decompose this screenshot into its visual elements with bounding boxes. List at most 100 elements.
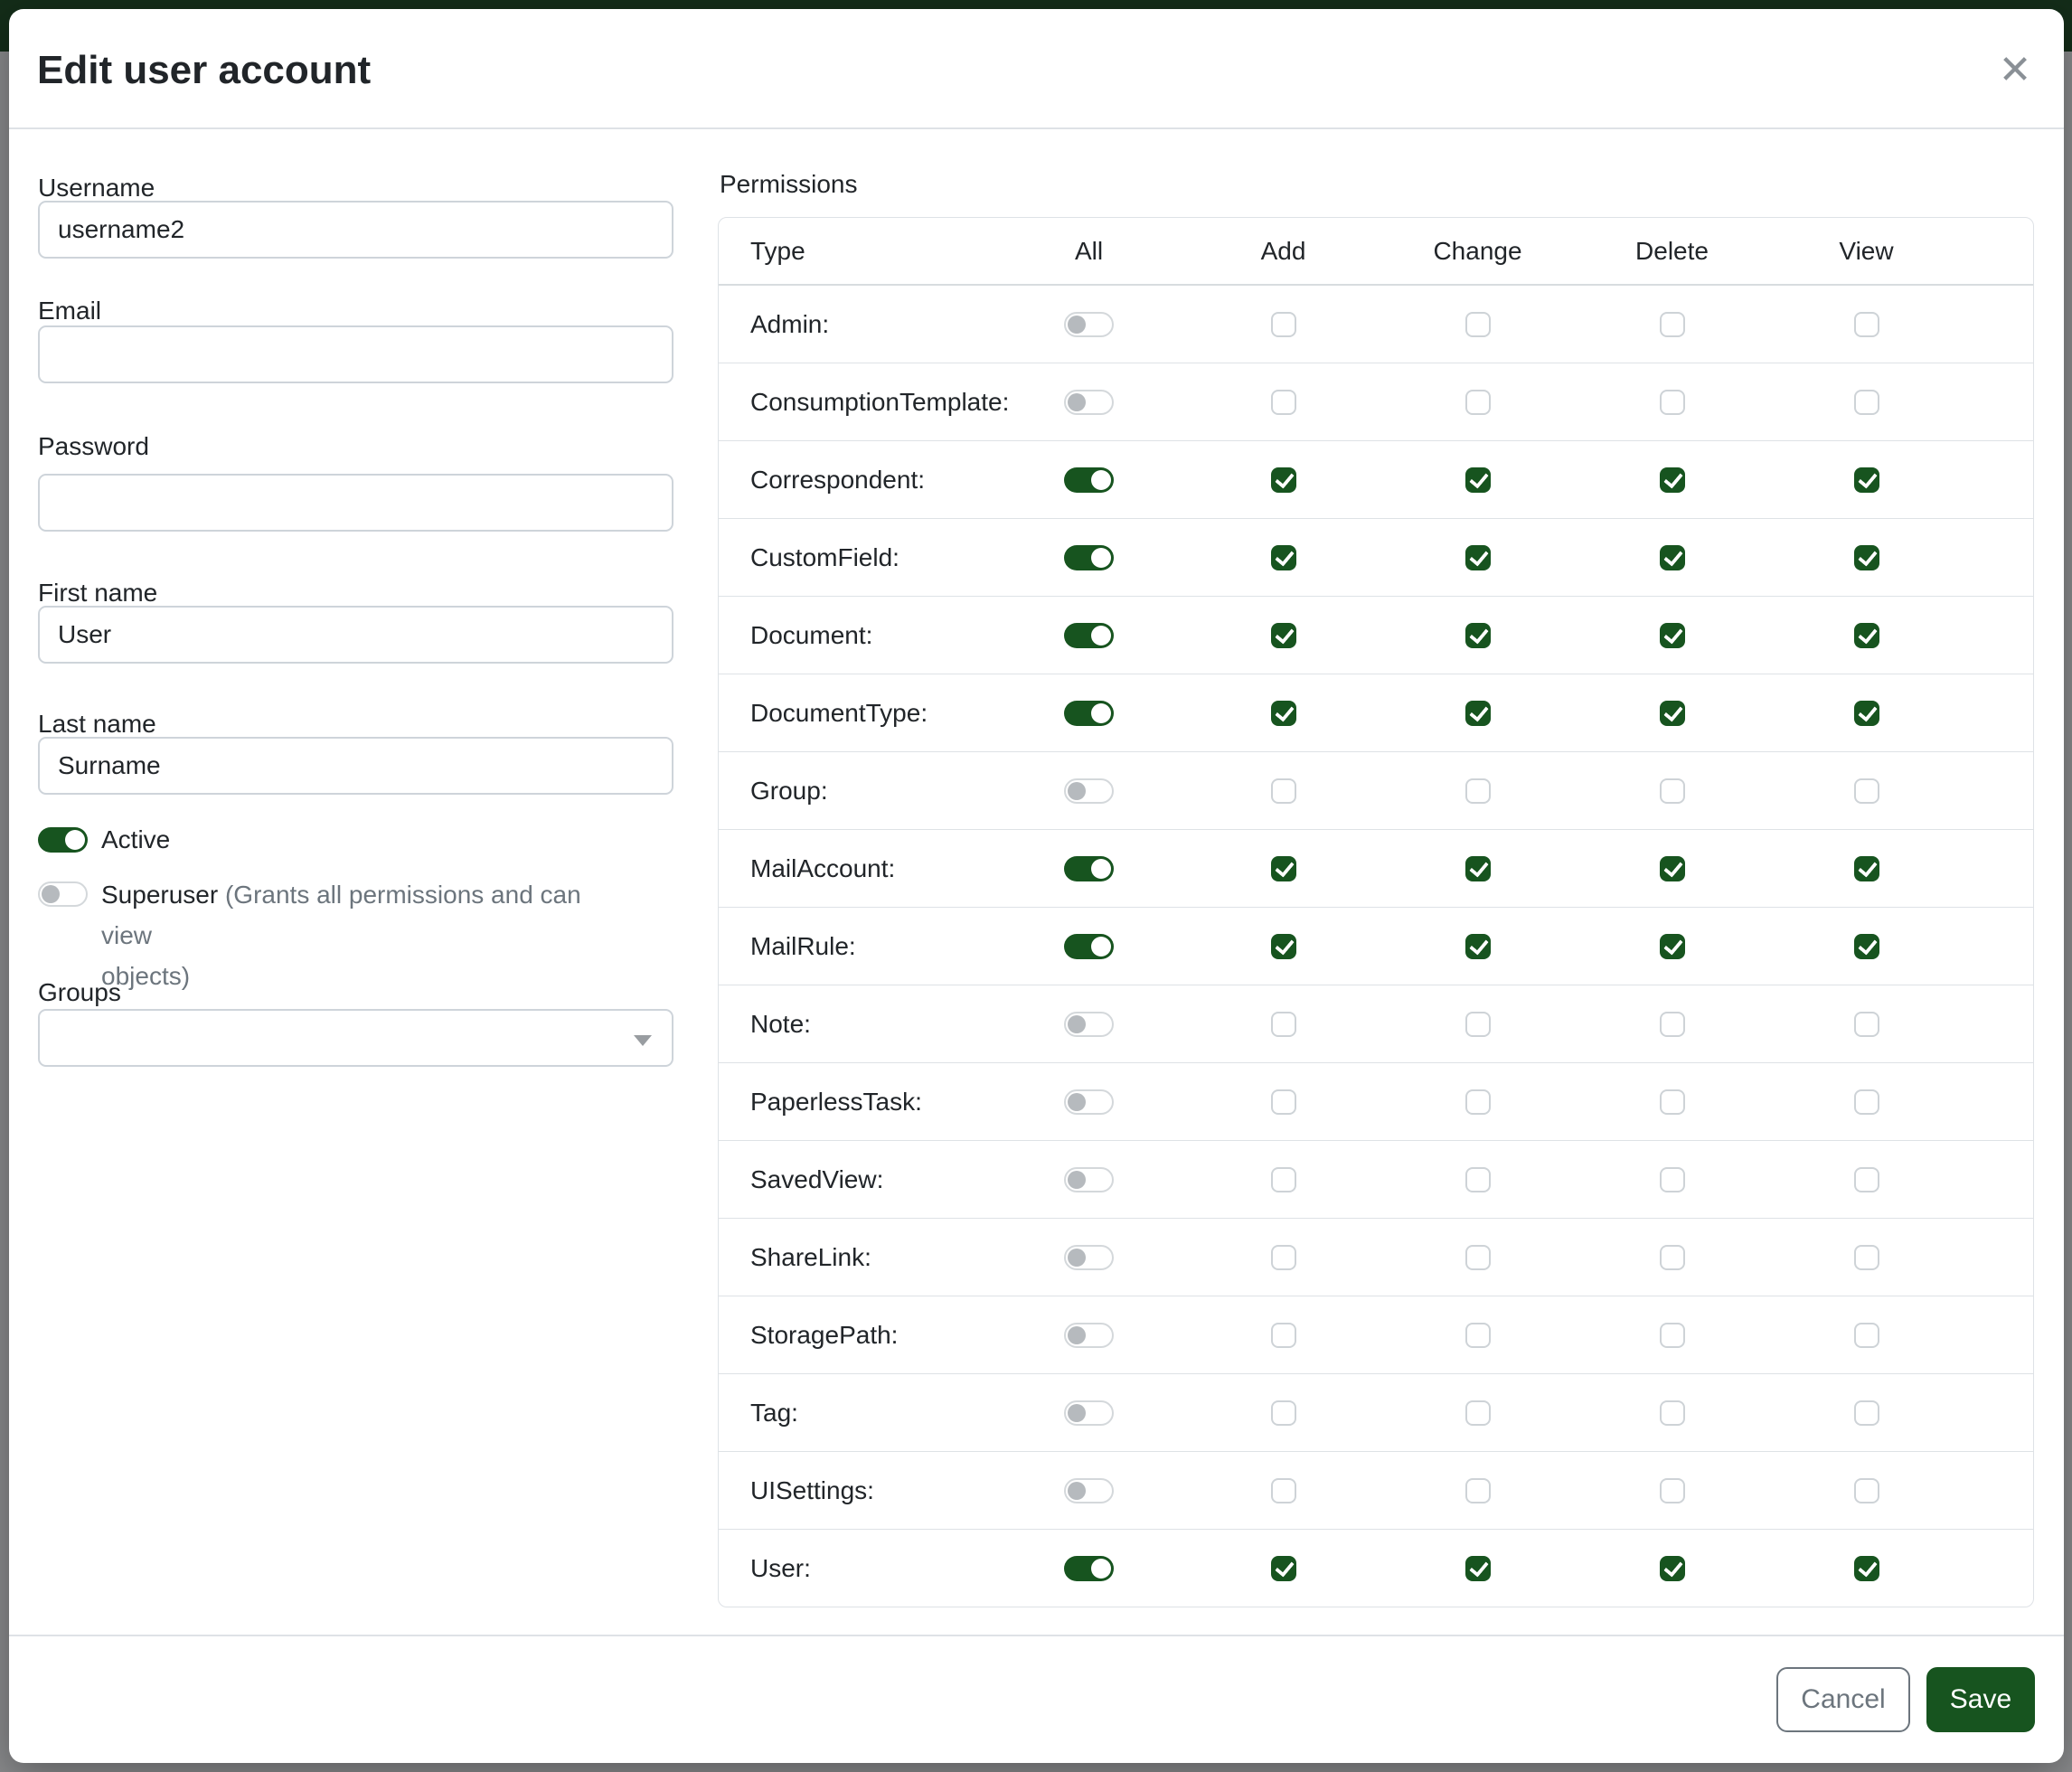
permission-checkbox-add[interactable]: [1270, 1166, 1296, 1192]
permission-checkbox-view[interactable]: [1853, 622, 1879, 648]
permission-checkbox-delete[interactable]: [1659, 1477, 1685, 1503]
toggle-knob: [1091, 625, 1111, 646]
permission-checkbox-change[interactable]: [1465, 1400, 1491, 1426]
permission-checkbox-delete[interactable]: [1659, 467, 1685, 493]
permission-toggle-all[interactable]: [1064, 778, 1114, 804]
permission-toggle-all[interactable]: [1064, 1011, 1114, 1037]
last-name-input[interactable]: [38, 737, 673, 795]
permission-toggle-all[interactable]: [1064, 1089, 1114, 1115]
permission-checkbox-change[interactable]: [1465, 855, 1491, 881]
permission-checkbox-change[interactable]: [1465, 467, 1491, 493]
first-name-input[interactable]: [38, 606, 673, 664]
permission-checkbox-delete[interactable]: [1659, 1400, 1685, 1426]
permission-toggle-all[interactable]: [1064, 1166, 1114, 1192]
permission-checkbox-change[interactable]: [1465, 700, 1491, 726]
permission-checkbox-delete[interactable]: [1659, 1166, 1685, 1192]
permissions-table-header: Type All Add Change Delete View: [719, 218, 2033, 286]
permission-checkbox-delete[interactable]: [1659, 700, 1685, 726]
permission-checkbox-view[interactable]: [1853, 1400, 1879, 1426]
permission-checkbox-view[interactable]: [1853, 700, 1879, 726]
permission-checkbox-change[interactable]: [1465, 1477, 1491, 1503]
permission-checkbox-delete[interactable]: [1659, 544, 1685, 570]
permission-checkbox-add[interactable]: [1270, 700, 1296, 726]
permission-checkbox-delete[interactable]: [1659, 1244, 1685, 1270]
permission-checkbox-add[interactable]: [1270, 389, 1296, 415]
permission-type-label: Admin:: [750, 309, 830, 338]
permission-checkbox-delete[interactable]: [1659, 778, 1685, 804]
password-label: Password: [38, 432, 149, 460]
permission-checkbox-delete[interactable]: [1659, 389, 1685, 415]
save-button[interactable]: Save: [1926, 1667, 2035, 1732]
permission-checkbox-view[interactable]: [1853, 389, 1879, 415]
permission-toggle-all[interactable]: [1064, 311, 1114, 337]
permission-checkbox-add[interactable]: [1270, 1011, 1296, 1037]
permission-toggle-all[interactable]: [1064, 855, 1114, 881]
permission-toggle-all[interactable]: [1064, 1244, 1114, 1270]
permission-checkbox-change[interactable]: [1465, 1089, 1491, 1115]
permission-toggle-all[interactable]: [1064, 622, 1114, 648]
groups-select[interactable]: [38, 1009, 673, 1067]
permission-checkbox-delete[interactable]: [1659, 311, 1685, 337]
permission-toggle-all[interactable]: [1064, 544, 1114, 570]
permission-checkbox-add[interactable]: [1270, 622, 1296, 648]
permission-checkbox-view[interactable]: [1853, 933, 1879, 959]
permission-checkbox-change[interactable]: [1465, 1244, 1491, 1270]
permission-checkbox-change[interactable]: [1465, 1011, 1491, 1037]
permission-checkbox-add[interactable]: [1270, 855, 1296, 881]
permission-checkbox-change[interactable]: [1465, 933, 1491, 959]
permission-checkbox-view[interactable]: [1853, 544, 1879, 570]
permission-checkbox-view[interactable]: [1853, 1166, 1879, 1192]
permission-checkbox-view[interactable]: [1853, 855, 1879, 881]
permission-checkbox-add[interactable]: [1270, 1322, 1296, 1348]
permission-checkbox-delete[interactable]: [1659, 1555, 1685, 1581]
permission-checkbox-add[interactable]: [1270, 1089, 1296, 1115]
permission-checkbox-view[interactable]: [1853, 1322, 1879, 1348]
username-input[interactable]: [38, 201, 673, 259]
permission-checkbox-add[interactable]: [1270, 467, 1296, 493]
permission-checkbox-change[interactable]: [1465, 389, 1491, 415]
permission-checkbox-add[interactable]: [1270, 933, 1296, 959]
permission-checkbox-change[interactable]: [1465, 778, 1491, 804]
active-toggle[interactable]: [38, 827, 88, 853]
permission-checkbox-add[interactable]: [1270, 1555, 1296, 1581]
permission-checkbox-delete[interactable]: [1659, 622, 1685, 648]
permission-checkbox-change[interactable]: [1465, 1555, 1491, 1581]
permission-checkbox-change[interactable]: [1465, 1322, 1491, 1348]
permission-checkbox-view[interactable]: [1853, 1089, 1879, 1115]
permission-checkbox-add[interactable]: [1270, 1400, 1296, 1426]
permission-checkbox-add[interactable]: [1270, 1477, 1296, 1503]
permission-toggle-all[interactable]: [1064, 1400, 1114, 1426]
permission-checkbox-view[interactable]: [1853, 1477, 1879, 1503]
superuser-toggle[interactable]: [38, 881, 88, 907]
cancel-button[interactable]: Cancel: [1776, 1667, 1910, 1732]
permission-checkbox-add[interactable]: [1270, 544, 1296, 570]
permission-toggle-all[interactable]: [1064, 1555, 1114, 1581]
permission-checkbox-add[interactable]: [1270, 778, 1296, 804]
permission-toggle-all[interactable]: [1064, 1477, 1114, 1503]
email-input[interactable]: [38, 325, 673, 383]
permission-checkbox-add[interactable]: [1270, 311, 1296, 337]
permission-checkbox-view[interactable]: [1853, 778, 1879, 804]
permission-checkbox-change[interactable]: [1465, 622, 1491, 648]
permission-toggle-all[interactable]: [1064, 1322, 1114, 1348]
permission-checkbox-change[interactable]: [1465, 311, 1491, 337]
permission-checkbox-add[interactable]: [1270, 1244, 1296, 1270]
permission-checkbox-change[interactable]: [1465, 1166, 1491, 1192]
permission-toggle-all[interactable]: [1064, 467, 1114, 493]
permission-checkbox-delete[interactable]: [1659, 855, 1685, 881]
permission-checkbox-view[interactable]: [1853, 467, 1879, 493]
permission-checkbox-delete[interactable]: [1659, 1322, 1685, 1348]
permission-checkbox-delete[interactable]: [1659, 1011, 1685, 1037]
permission-checkbox-delete[interactable]: [1659, 933, 1685, 959]
permission-checkbox-view[interactable]: [1853, 1244, 1879, 1270]
permission-checkbox-change[interactable]: [1465, 544, 1491, 570]
permission-checkbox-view[interactable]: [1853, 1555, 1879, 1581]
permission-toggle-all[interactable]: [1064, 700, 1114, 726]
permission-checkbox-view[interactable]: [1853, 311, 1879, 337]
password-input[interactable]: [38, 474, 673, 532]
permission-checkbox-view[interactable]: [1853, 1011, 1879, 1037]
permission-checkbox-delete[interactable]: [1659, 1089, 1685, 1115]
permission-toggle-all[interactable]: [1064, 933, 1114, 959]
permission-toggle-all[interactable]: [1064, 389, 1114, 415]
close-button[interactable]: ✕: [1986, 42, 2044, 99]
